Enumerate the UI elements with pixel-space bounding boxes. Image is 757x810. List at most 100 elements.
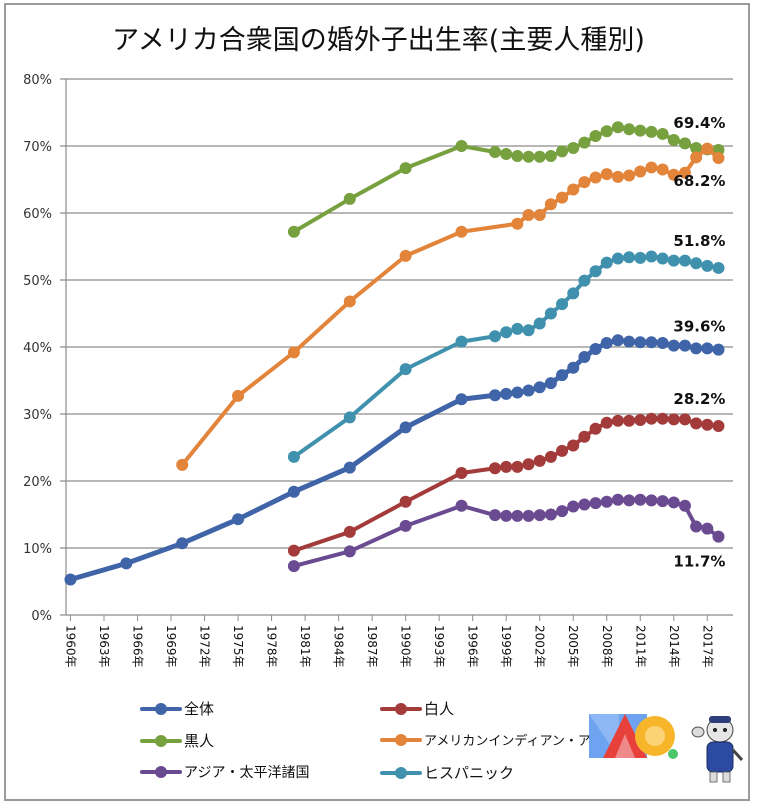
series-line [291,125,721,234]
x-tick-label: 2011年 [633,625,647,668]
data-point [544,508,557,521]
data-point [645,161,658,174]
data-point [455,140,468,152]
legend: 全体 白人 黒人 アメリカンインディアン・アラスカ アジア・太平洋諸国 ヒスパニ… [140,698,630,798]
data-point [600,256,613,269]
data-point [600,495,613,508]
data-point [656,336,669,349]
legend-swatch [140,702,182,716]
x-tick-label: 1990年 [399,625,413,668]
data-point [623,123,636,136]
data-point [690,417,703,430]
data-point [623,335,636,348]
data-point [667,413,680,426]
data-point [343,525,356,538]
data-point [399,421,412,434]
data-point [600,168,613,181]
data-point [712,343,725,356]
x-tick-label: 1984年 [332,625,346,668]
series-5 [287,250,725,463]
data-point [600,416,613,429]
data-point [589,422,602,435]
data-point [690,142,703,155]
data-point [701,342,714,355]
data-point [567,183,580,196]
gridlines [60,78,733,616]
data-point [522,384,535,397]
data-point [343,295,356,308]
data-point [399,363,412,376]
data-point [611,252,624,265]
y-tick-label: 40% [23,341,52,356]
x-tick-label: 1975年 [231,625,245,668]
data-point [645,125,658,138]
data-point [600,125,613,138]
data-point [522,209,535,222]
data-point [623,494,636,507]
data-point [232,389,245,402]
data-point [343,545,356,558]
data-point [556,369,569,382]
y-tick-label: 80% [23,73,52,88]
data-point [544,377,557,390]
data-point [656,127,669,140]
x-tick-label: 2017年 [700,625,714,668]
data-point [678,499,691,512]
mascot-character [691,716,744,783]
data-point [611,493,624,506]
data-point [522,509,535,522]
legend-label: ヒスパニック [424,764,515,782]
legend-swatch [380,733,422,747]
legend-label: アジア・太平洋諸国 [184,765,310,781]
data-point [556,145,569,158]
data-point [511,150,524,163]
y-tick-label: 50% [23,274,52,289]
data-point [712,152,725,165]
x-tick-label: 2014年 [667,625,681,668]
data-point [500,509,513,522]
data-point [343,411,356,424]
y-tick-label: 30% [23,408,52,423]
data-point [634,251,647,264]
data-point [489,389,502,402]
data-point [287,560,300,573]
x-tick-label: 1972年 [198,625,212,668]
data-point [701,522,714,535]
data-point [511,322,524,335]
data-point [511,386,524,399]
data-point [533,509,546,522]
data-point [690,342,703,355]
data-point [287,544,300,557]
y-tick-label: 0% [31,609,52,624]
data-point [500,326,513,339]
series-line [291,497,721,569]
data-point [567,287,580,300]
series-lines [64,121,725,586]
data-point [287,485,300,498]
x-tick-label: 1963年 [97,625,111,668]
data-point [511,509,524,522]
data-point [678,413,691,426]
data-point [578,274,591,287]
series-1 [287,412,725,557]
legend-item-white: 白人 [380,698,454,719]
data-point [634,493,647,506]
data-point [533,317,546,330]
data-point [287,450,300,463]
x-tick-label: 2005年 [566,625,580,668]
data-point [623,251,636,264]
data-point [533,209,546,222]
y-tick-label: 60% [23,207,52,222]
data-point [578,176,591,189]
data-point [500,387,513,400]
data-point [64,573,77,586]
data-point [533,381,546,394]
site-logo [589,714,678,759]
data-point [455,466,468,479]
data-point [556,505,569,518]
data-point [544,150,557,163]
data-point [578,351,591,364]
data-point [511,460,524,473]
series-line [291,254,721,459]
data-point [500,460,513,473]
